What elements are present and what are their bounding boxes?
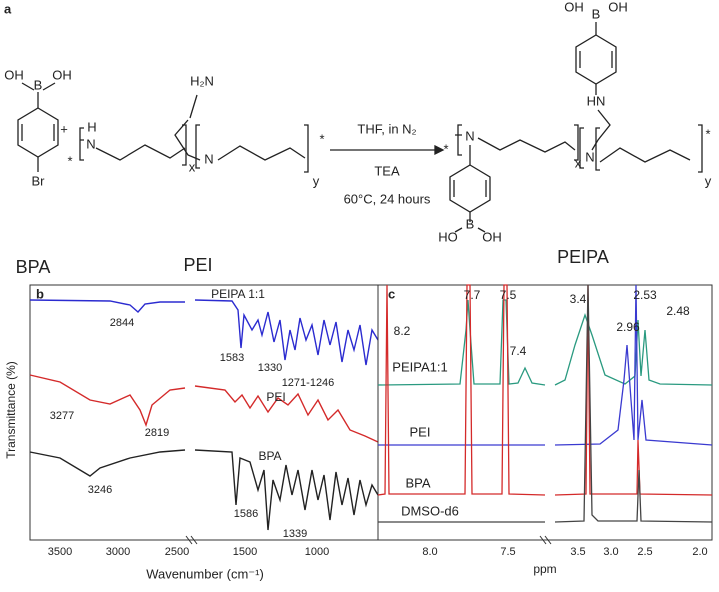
peak-annotation: 1330: [258, 362, 282, 374]
x-tick-label: 8.0: [422, 546, 437, 558]
x-tick-label: 3500: [48, 546, 72, 558]
panel-label: a: [4, 1, 12, 16]
peak-annotation: 1586: [234, 508, 258, 520]
scheme-text: B: [34, 77, 43, 92]
peak-annotation: 1271-1246: [282, 377, 335, 389]
scheme-text: HN: [587, 93, 606, 108]
peak-annotation: PEIPA 1:1: [211, 287, 265, 301]
peak-annotation: BPA: [258, 449, 281, 463]
peak-annotation: 1339: [283, 528, 307, 540]
reaction-condition: THF, in N₂: [357, 121, 416, 136]
scheme-text: N: [465, 128, 474, 143]
scheme-text: +: [60, 121, 68, 136]
nmr-frame: [377, 284, 713, 541]
scheme-text: N: [585, 149, 594, 164]
x-tick-label: 1000: [305, 546, 329, 558]
peak-annotation: DMSO-d6: [401, 503, 459, 518]
panel-label: b: [36, 286, 44, 301]
scheme-text: y: [313, 173, 320, 188]
scheme-bonds: [17, 22, 703, 233]
peak-annotation: 2844: [110, 317, 134, 329]
axis-label: Wavenumber (cm⁻¹): [146, 566, 264, 581]
peak-annotation: PEIPA1:1: [392, 359, 447, 374]
peak-annotation: 1583: [220, 352, 244, 364]
scheme-text: B: [592, 6, 601, 21]
scheme-text: N: [86, 136, 95, 151]
scheme-text: *: [705, 126, 710, 141]
scheme-text: H: [87, 119, 96, 134]
peak-annotation: PEI: [410, 424, 431, 439]
scheme-text: OH: [608, 0, 628, 14]
scheme-text: OH: [4, 67, 24, 82]
scheme-text: OH: [564, 0, 584, 14]
nmr-spectra: [377, 284, 713, 523]
compound-label: PEI: [183, 255, 212, 275]
peak-annotation: 7.5: [500, 288, 517, 302]
peak-annotation: 7.7: [464, 288, 481, 302]
peak-annotation: 3246: [88, 484, 112, 496]
scheme-text: OH: [482, 229, 502, 244]
peak-annotation: 8.2: [394, 324, 411, 338]
ir-spectra: [29, 299, 379, 531]
scheme-text: y: [705, 173, 712, 188]
scheme-text: *: [443, 141, 448, 156]
scheme-text: H₂N: [190, 73, 214, 88]
panel-label: c: [388, 286, 395, 301]
scheme-text: Br: [32, 173, 46, 188]
scheme-text: *: [67, 153, 72, 168]
x-tick-label: 7.5: [500, 546, 515, 558]
peak-annotation: 3.4: [570, 292, 587, 306]
x-tick-label: 3000: [106, 546, 130, 558]
x-tick-label: 1500: [233, 546, 257, 558]
peak-annotation: BPA: [405, 475, 430, 490]
peak-annotation: 7.4: [510, 344, 527, 358]
compound-label: BPA: [16, 257, 51, 277]
reaction-condition: 60°C, 24 hours: [344, 191, 431, 206]
scheme-text: x: [189, 159, 196, 174]
compound-label: PEIPA: [557, 247, 609, 267]
x-tick-label: 2.0: [692, 546, 707, 558]
peak-annotation: 2.48: [666, 304, 690, 318]
scheme-text: B: [466, 216, 475, 231]
scheme-text: HO: [438, 229, 458, 244]
nmr-axis-break: [539, 535, 552, 545]
ir-axis-break: [185, 535, 198, 545]
axis-label: Transmittance (%): [4, 361, 18, 459]
axis-label: ppm: [533, 562, 556, 576]
x-tick-label: 3.0: [603, 546, 618, 558]
peak-annotation: 2.96: [616, 320, 640, 334]
scheme-text: *: [319, 131, 324, 146]
ir-frame: [29, 284, 379, 541]
x-tick-label: 2.5: [637, 546, 652, 558]
reaction-condition: TEA: [374, 163, 400, 178]
peak-annotation: 2.53: [633, 288, 657, 302]
scheme-text: OH: [52, 67, 72, 82]
peak-annotation: 3277: [50, 410, 74, 422]
peak-annotation: PEI: [266, 390, 285, 404]
scheme-text: N: [204, 151, 213, 166]
x-tick-label: 3.5: [570, 546, 585, 558]
scheme-text: x: [575, 155, 582, 170]
x-tick-label: 2500: [165, 546, 189, 558]
peak-annotation: 2819: [145, 427, 169, 439]
